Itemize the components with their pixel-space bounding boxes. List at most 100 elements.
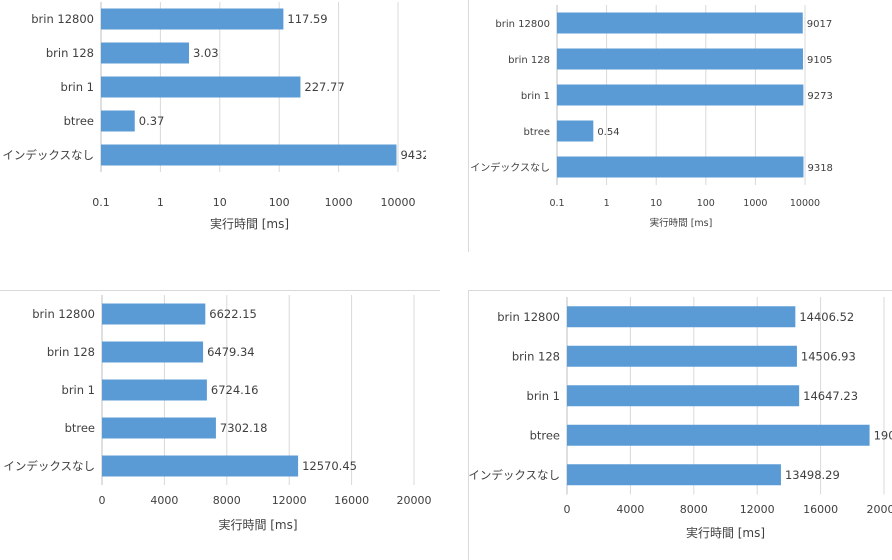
chart-panel-bottom-right: 0 4000 8000 12000 16000 20000 brin 12800 14406.… bbox=[469, 291, 892, 560]
bar-chart: 0.1 1 10 100 1000 10000 brin 12800 9017 brin 128… bbox=[470, 5, 833, 229]
x-tick-label: 1 bbox=[604, 198, 610, 209]
x-tick-label: 10000 bbox=[381, 196, 416, 209]
x-tick-label: 100 bbox=[697, 198, 715, 209]
data-label: 9105 bbox=[807, 55, 832, 66]
x-axis-title: 実行時間 [ms] bbox=[650, 217, 713, 229]
category-label: brin 128 bbox=[46, 46, 94, 60]
x-tick-label: 10 bbox=[213, 196, 227, 209]
category-label: brin 1 bbox=[61, 80, 94, 94]
category-label: brin 12800 bbox=[32, 307, 95, 321]
bar bbox=[567, 424, 870, 446]
bar bbox=[567, 306, 796, 328]
bar bbox=[101, 76, 301, 98]
category-label: brin 12800 bbox=[497, 310, 560, 324]
data-label: 12570.45 bbox=[302, 459, 357, 473]
bar bbox=[567, 345, 797, 367]
x-tick-label: 4000 bbox=[616, 503, 644, 516]
bar bbox=[101, 8, 284, 30]
category-label: brin 128 bbox=[512, 349, 560, 363]
category-label: インデックスなし bbox=[3, 459, 95, 473]
x-tick-label: 4000 bbox=[150, 494, 178, 507]
data-label: 0.54 bbox=[597, 127, 619, 138]
x-tick-label: 20000 bbox=[867, 503, 892, 516]
bar bbox=[101, 110, 135, 132]
x-tick-label: 0 bbox=[564, 503, 571, 516]
bar bbox=[557, 12, 803, 34]
category-label: インデックスなし bbox=[469, 468, 560, 482]
x-tick-label: 16000 bbox=[334, 494, 369, 507]
data-label: 9273 bbox=[807, 91, 832, 102]
x-tick-label: 0.1 bbox=[92, 196, 110, 209]
data-label: 9318 bbox=[807, 163, 832, 174]
data-label: 7302.18 bbox=[220, 421, 268, 435]
x-tick-label: 12000 bbox=[740, 503, 775, 516]
category-label: brin 12800 bbox=[495, 19, 550, 30]
category-label: brin 1 bbox=[521, 91, 550, 102]
bar-chart: 0.1 1 10 100 1000 10000 brin 12800 117.59 brin 1… bbox=[2, 2, 426, 231]
x-axis-title: 実行時間 [ms] bbox=[210, 216, 289, 231]
panel-divider bbox=[0, 290, 440, 291]
category-label: インデックスなし bbox=[2, 148, 94, 162]
data-label: 19090. bbox=[874, 428, 892, 442]
bar bbox=[567, 385, 800, 407]
x-tick-label: 8000 bbox=[213, 494, 241, 507]
data-label: 14406.52 bbox=[799, 310, 854, 324]
x-tick-label: 8000 bbox=[680, 503, 708, 516]
category-label: btree bbox=[530, 428, 560, 442]
data-label: 14506.93 bbox=[801, 349, 856, 363]
data-label: 6622.15 bbox=[209, 307, 257, 321]
data-label: 117.59 bbox=[287, 12, 327, 26]
category-label: brin 128 bbox=[508, 55, 550, 66]
bar-chart: 0 4000 8000 12000 16000 20000 brin 12800 14406.… bbox=[469, 297, 892, 540]
x-tick-label: 0.1 bbox=[549, 198, 564, 209]
panel-divider bbox=[468, 290, 469, 560]
bar bbox=[102, 379, 207, 401]
x-tick-label: 10000 bbox=[790, 198, 820, 209]
panel-divider bbox=[468, 0, 469, 252]
data-label: 227.77 bbox=[304, 80, 344, 94]
bar-chart: 0 4000 8000 12000 16000 20000 brin 12800 6622.1… bbox=[3, 295, 432, 532]
chart-panel-top-left: 0.1 1 10 100 1000 10000 brin 12800 117.59 brin 1… bbox=[0, 0, 426, 252]
category-label: インデックスなし bbox=[470, 161, 550, 174]
bar bbox=[102, 341, 204, 363]
data-label: 3.03 bbox=[193, 46, 219, 60]
x-tick-label: 0 bbox=[99, 494, 106, 507]
bar bbox=[557, 84, 804, 106]
bar bbox=[567, 464, 781, 486]
bar bbox=[102, 303, 206, 325]
bar bbox=[557, 120, 594, 142]
bar bbox=[557, 48, 803, 70]
x-tick-label: 20000 bbox=[397, 494, 432, 507]
data-label: 9017 bbox=[807, 19, 832, 30]
x-axis-title: 実行時間 [ms] bbox=[686, 525, 765, 540]
category-label: btree bbox=[524, 127, 550, 138]
bar bbox=[101, 144, 397, 166]
x-tick-label: 16000 bbox=[803, 503, 838, 516]
category-label: brin 1 bbox=[527, 389, 560, 403]
category-label: btree bbox=[64, 114, 94, 128]
data-label: 14647.23 bbox=[803, 389, 858, 403]
panel-divider bbox=[469, 290, 892, 291]
bar bbox=[101, 42, 189, 64]
x-tick-label: 12000 bbox=[272, 494, 307, 507]
bar bbox=[557, 156, 804, 178]
data-label: 6724.16 bbox=[211, 383, 259, 397]
bar bbox=[102, 455, 299, 477]
x-tick-label: 10 bbox=[650, 198, 662, 209]
x-tick-label: 100 bbox=[269, 196, 290, 209]
data-label: 0.37 bbox=[139, 114, 165, 128]
x-axis-title: 実行時間 [ms] bbox=[218, 517, 297, 532]
x-tick-label: 1000 bbox=[743, 198, 767, 209]
category-label: brin 12800 bbox=[31, 12, 94, 26]
data-label: 9432 bbox=[400, 148, 426, 162]
category-label: btree bbox=[65, 421, 95, 435]
data-label: 6479.34 bbox=[207, 345, 255, 359]
category-label: brin 1 bbox=[62, 383, 95, 397]
x-tick-label: 1 bbox=[157, 196, 164, 209]
data-label: 13498.29 bbox=[785, 468, 840, 482]
chart-panel-top-right: 0.1 1 10 100 1000 10000 brin 12800 9017 brin 128… bbox=[469, 0, 892, 252]
category-label: brin 128 bbox=[47, 345, 95, 359]
bar bbox=[102, 417, 216, 439]
x-tick-label: 1000 bbox=[325, 196, 353, 209]
chart-panel-bottom-left: 0 4000 8000 12000 16000 20000 brin 12800 6622.1… bbox=[0, 291, 440, 560]
